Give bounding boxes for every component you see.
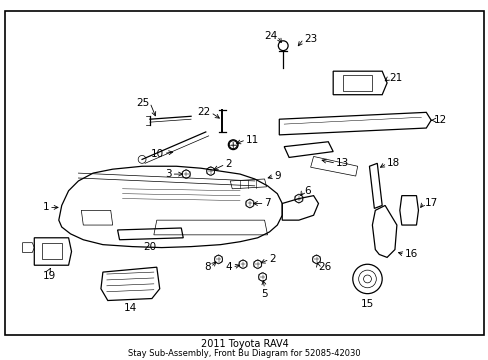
- Text: Stay Sub-Assembly, Front Bu Diagram for 52085-42030: Stay Sub-Assembly, Front Bu Diagram for …: [128, 349, 360, 358]
- Text: 18: 18: [386, 158, 400, 168]
- Text: 22: 22: [197, 107, 210, 117]
- Text: 19: 19: [42, 271, 56, 281]
- Text: 26: 26: [318, 262, 331, 272]
- Text: 24: 24: [264, 31, 277, 41]
- Text: 15: 15: [360, 298, 373, 309]
- Text: 8: 8: [203, 262, 210, 272]
- Text: 5: 5: [261, 289, 267, 299]
- Text: 14: 14: [123, 303, 137, 314]
- Text: 2: 2: [225, 159, 231, 169]
- Text: 4: 4: [225, 262, 232, 272]
- Text: 16: 16: [404, 249, 417, 260]
- Text: 6: 6: [303, 186, 310, 196]
- Text: 17: 17: [424, 198, 437, 207]
- Text: 2: 2: [269, 255, 276, 264]
- Text: 11: 11: [245, 135, 259, 145]
- Text: 20: 20: [143, 242, 156, 252]
- Text: 21: 21: [388, 73, 402, 83]
- Text: 10: 10: [150, 149, 163, 158]
- Text: 12: 12: [433, 115, 447, 125]
- Text: 9: 9: [274, 171, 281, 181]
- Text: 2011 Toyota RAV4: 2011 Toyota RAV4: [200, 339, 288, 349]
- Text: 23: 23: [303, 34, 316, 44]
- Text: 1: 1: [42, 202, 49, 212]
- Text: 25: 25: [137, 98, 150, 108]
- Text: 7: 7: [264, 198, 271, 208]
- Text: 3: 3: [164, 169, 171, 179]
- Text: 13: 13: [335, 158, 348, 168]
